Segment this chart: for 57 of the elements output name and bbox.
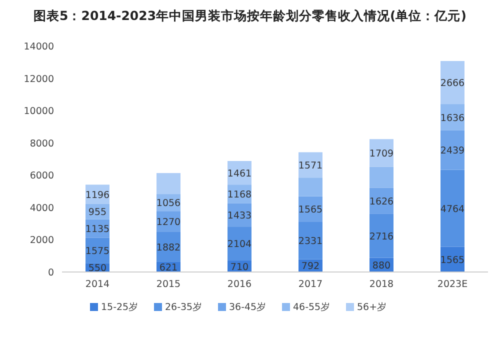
data-label: 1270 [156, 216, 181, 228]
legend-label: 56+岁 [357, 301, 388, 313]
bar [440, 61, 464, 104]
legend-label: 46-55岁 [293, 301, 331, 313]
bar [156, 173, 180, 194]
data-label: 1882 [156, 242, 181, 254]
y-tick-label: 2000 [30, 235, 54, 246]
bar [370, 214, 394, 258]
data-label: 2666 [440, 78, 465, 90]
data-label: 1056 [156, 198, 181, 210]
bar [298, 152, 322, 178]
y-tick-label: 12000 [24, 74, 54, 85]
bar [228, 226, 252, 261]
x-tick-label: 2023E [437, 279, 468, 290]
data-label: 2439 [440, 146, 465, 157]
bar [298, 222, 322, 260]
data-label: 880 [372, 260, 391, 272]
chart-title: 图表5：2014-2023年中国男装市场按年龄划分零售收入情况(单位：亿元) [34, 8, 466, 23]
data-label: 1168 [227, 190, 252, 201]
y-tick-label: 6000 [30, 170, 54, 182]
bar [370, 166, 394, 188]
data-label: 550 [88, 263, 107, 274]
y-tick-label: 14000 [24, 42, 54, 52]
data-label: 792 [301, 261, 320, 272]
data-label: 621 [159, 262, 178, 274]
legend-label: 36-45岁 [229, 301, 267, 313]
x-tick-label: 2017 [298, 279, 323, 290]
x-tick-label: 2014 [85, 279, 110, 290]
bar [298, 178, 322, 196]
data-label: 1135 [85, 224, 110, 236]
bar [440, 170, 464, 247]
legend-label: 26-35岁 [165, 301, 203, 313]
data-label: 1565 [298, 204, 323, 216]
data-label: 1626 [369, 196, 394, 208]
data-label: 1196 [85, 190, 110, 201]
data-label: 2716 [369, 231, 394, 242]
data-label: 1636 [440, 112, 465, 124]
y-tick-label: 8000 [30, 138, 54, 150]
y-tick-label: 10000 [24, 106, 54, 118]
bar [440, 130, 464, 170]
data-label: 955 [88, 207, 107, 218]
data-label: 1575 [85, 246, 110, 257]
data-label: 2331 [298, 236, 323, 247]
data-label: 1709 [369, 148, 394, 160]
data-label: 2104 [227, 239, 252, 250]
y-tick-label: 0 [48, 268, 54, 278]
data-label: 710 [230, 262, 249, 273]
y-tick-label: 4000 [30, 202, 54, 214]
data-label: 1461 [227, 168, 252, 180]
x-tick-label: 2018 [369, 279, 394, 290]
data-label: 4764 [440, 204, 465, 215]
x-tick-label: 2015 [156, 279, 181, 290]
data-label: 1571 [298, 160, 323, 172]
data-label: 1565 [440, 254, 465, 266]
legend-label: 15-25岁 [101, 301, 139, 313]
data-label: 1433 [227, 210, 252, 222]
x-tick-label: 2016 [227, 279, 252, 290]
